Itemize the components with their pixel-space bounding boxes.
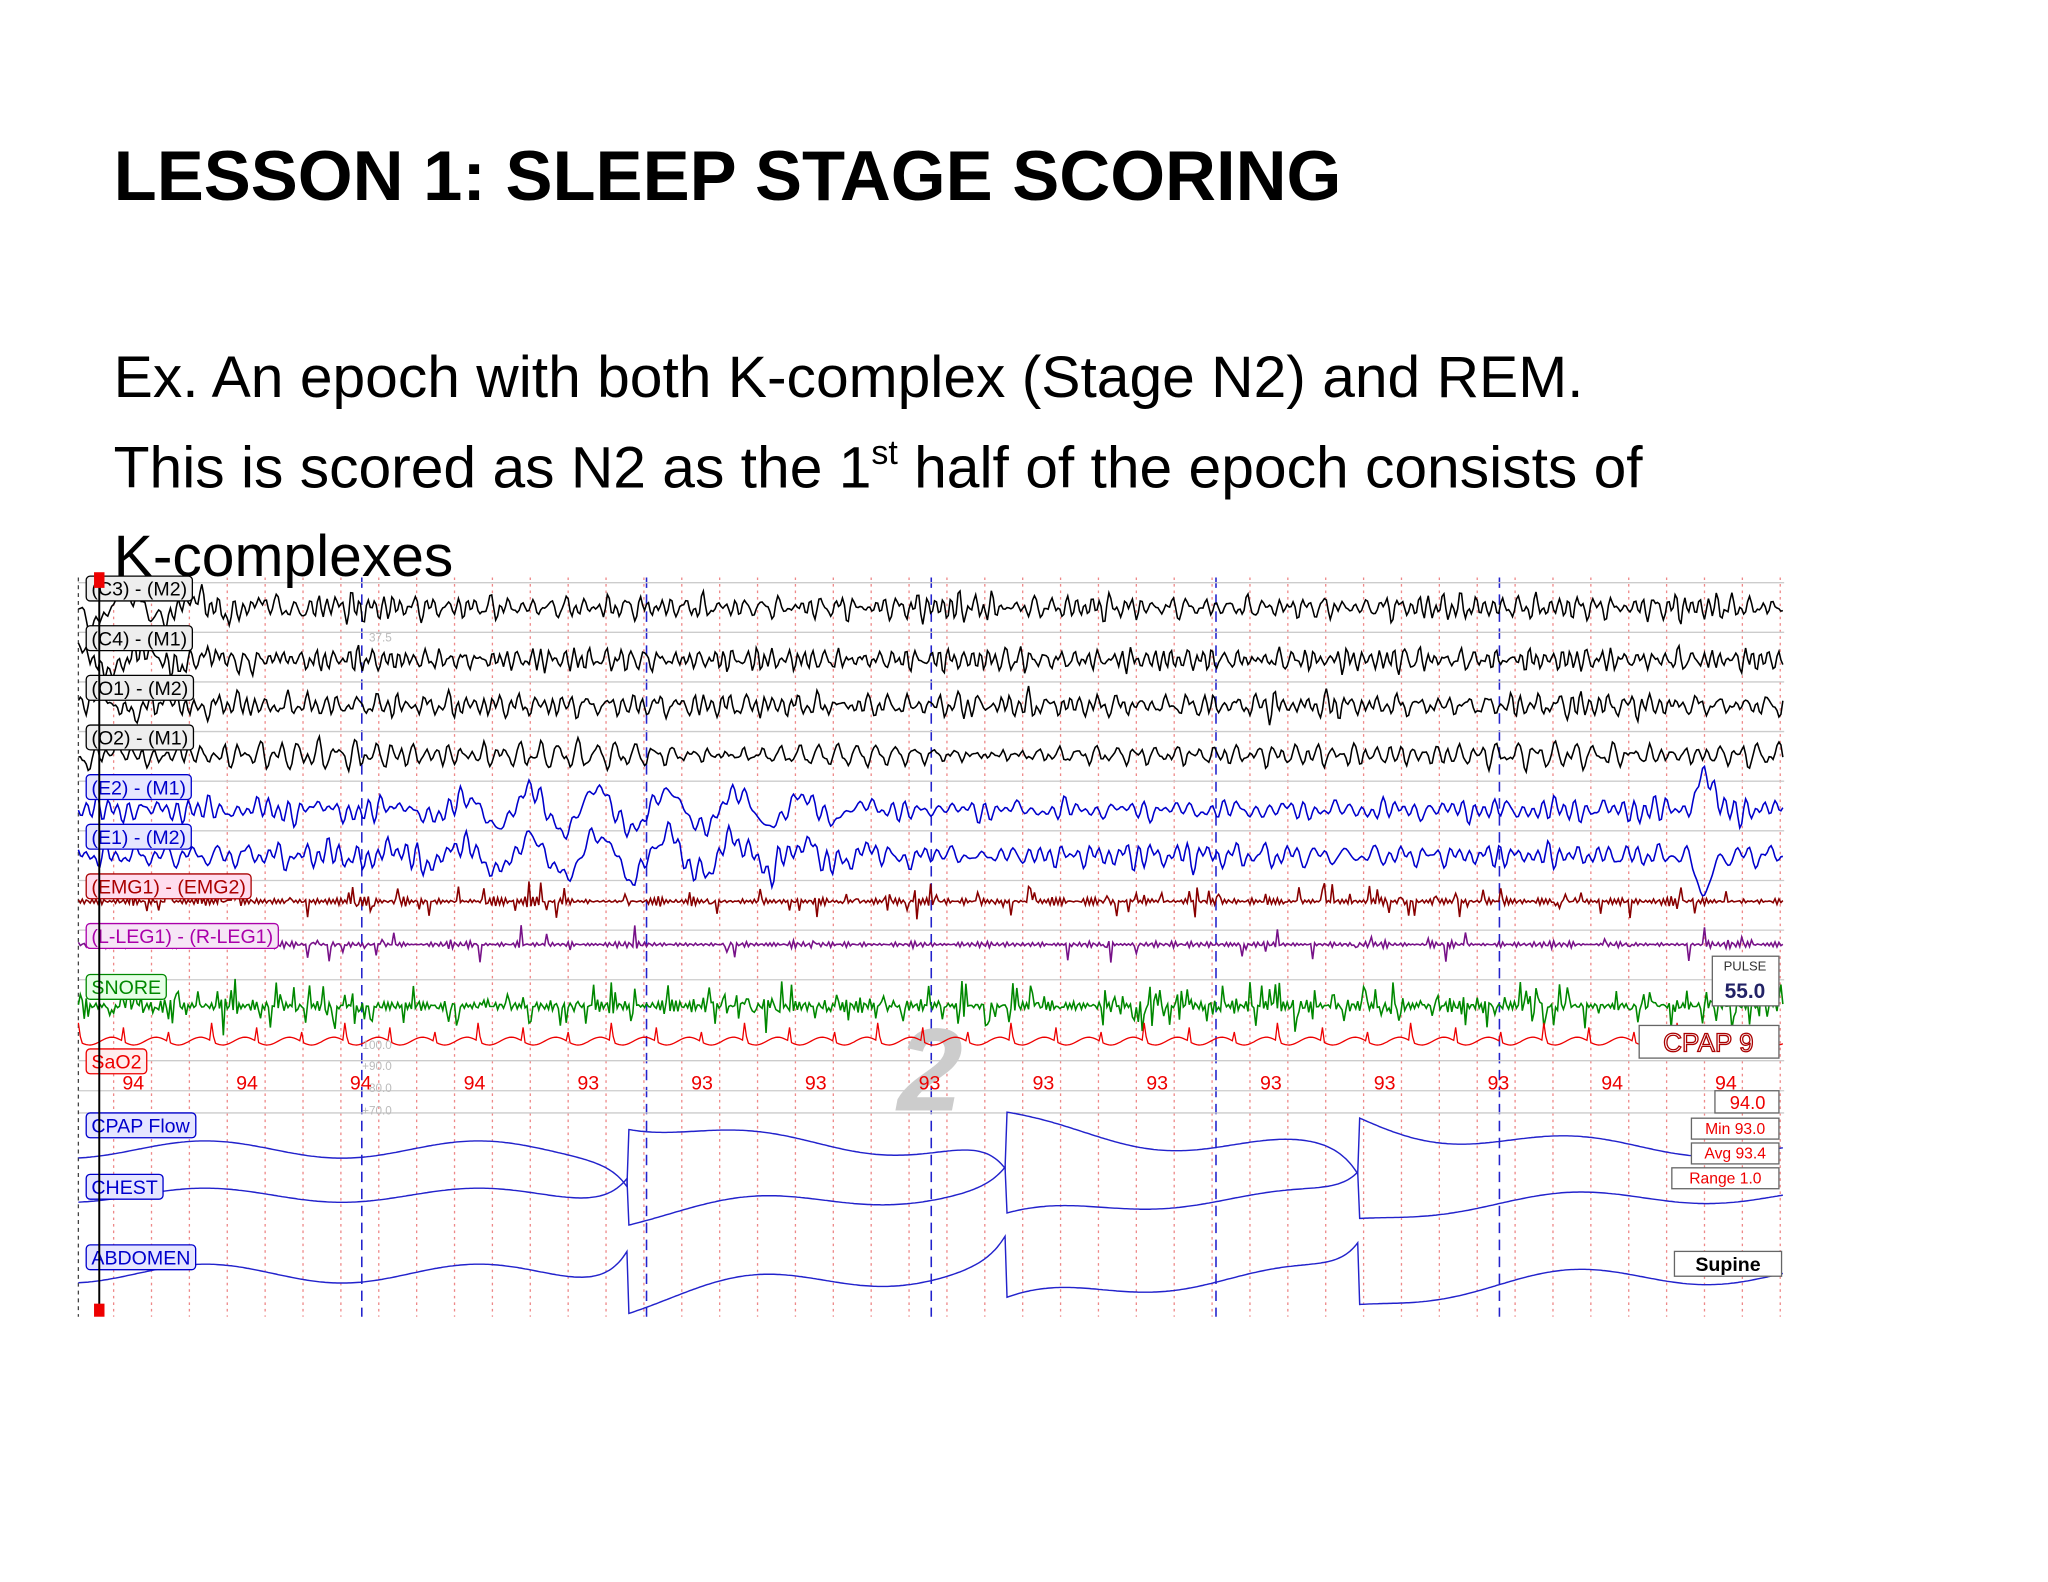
channel-label: SaO2	[91, 1052, 141, 1074]
channel-label-box	[85, 674, 195, 701]
channel-label: SNORE	[91, 977, 161, 999]
signal-trace	[77, 1022, 1784, 1046]
channel-label: ABDOMEN	[91, 1247, 190, 1269]
signal-trace	[77, 641, 1784, 681]
channel-label-box	[85, 724, 195, 751]
signal-trace	[77, 820, 1784, 897]
signal-trace	[77, 685, 1784, 726]
signal-trace	[78, 1233, 1783, 1315]
signal-trace	[78, 1111, 1783, 1189]
cursor-handle	[94, 572, 105, 588]
channel-label-box	[85, 1244, 197, 1271]
sao2-stat-box	[1690, 1117, 1780, 1140]
sao2-stat-box	[1671, 1167, 1780, 1190]
channel-label: (O1) - (M2)	[91, 678, 188, 700]
channel-label: (C4) - (M1)	[91, 628, 187, 650]
text: half of the epoch consists of	[898, 435, 1643, 500]
signal-trace	[78, 733, 1784, 775]
channel-label: (EMG1) - (EMG2)	[91, 877, 245, 899]
channel-label: CHEST	[91, 1177, 157, 1199]
title: LESSON 1: SLEEP STAGE SCORING	[114, 136, 1342, 215]
body-line: This is scored as N2 as the 1st half of …	[114, 434, 1644, 501]
body-line: Ex. An epoch with both K-complex (Stage …	[114, 345, 1584, 410]
channel-label: (E1) - (M2)	[91, 827, 186, 849]
signal-trace	[77, 881, 1784, 920]
channel-label: (E2) - (M1)	[91, 777, 186, 799]
sao2-value: 94	[1715, 1072, 1737, 1094]
scale-label: 37.5	[369, 631, 392, 644]
cpap-box	[1638, 1024, 1780, 1059]
sao2-value: 93	[805, 1072, 827, 1094]
superscript: st	[871, 434, 898, 472]
channel-label-box	[85, 823, 192, 850]
pulse-label: PULSE	[1724, 959, 1767, 974]
sao2-value: 93	[1487, 1072, 1509, 1094]
sao2-value: 93	[1374, 1072, 1396, 1094]
channel-label-box	[85, 1112, 197, 1139]
signal-trace	[77, 764, 1784, 841]
sao2-stat-box	[1690, 1142, 1780, 1165]
sao2-value: 93	[1260, 1072, 1282, 1094]
channel-label: (C3) - (M2)	[91, 579, 187, 601]
sao2-current: 94.0	[1730, 1092, 1766, 1113]
channel-label: CPAP Flow	[91, 1116, 190, 1138]
scale-label: 100.0	[362, 1039, 392, 1052]
body-position: Supine	[1695, 1254, 1760, 1276]
sao2-stat: Min 93.0	[1705, 1121, 1765, 1138]
sao2-current-box	[1714, 1090, 1780, 1114]
sao2-value: 93	[691, 1072, 713, 1094]
position-box	[1673, 1250, 1783, 1277]
scale-label: +90.0	[362, 1060, 392, 1073]
signal-trace	[78, 1165, 1783, 1226]
sao2-value: 94	[122, 1072, 144, 1094]
channel-label: (L-LEG1) - (R-LEG1)	[91, 926, 273, 948]
channel-label: (O2) - (M1)	[91, 728, 188, 750]
signal-trace	[77, 978, 1784, 1036]
pulse-box	[1711, 955, 1780, 1007]
sao2-value: 93	[1032, 1072, 1054, 1094]
text: This is scored as N2 as the 1	[114, 435, 872, 500]
cursor-handle	[94, 1303, 105, 1317]
stage-number: 2	[895, 1004, 962, 1135]
signal-trace	[77, 925, 1784, 963]
sao2-value: 93	[919, 1072, 941, 1094]
sao2-value: 94	[236, 1072, 258, 1094]
channel-label-box	[85, 1048, 148, 1075]
sao2-value: 94	[1601, 1072, 1623, 1094]
sao2-stat: Range 1.0	[1689, 1170, 1762, 1187]
channel-label-box	[85, 973, 167, 1000]
cpap-setting: CPAP 9	[1663, 1028, 1753, 1058]
signal-trace	[78, 584, 1784, 635]
sao2-value: 93	[1146, 1072, 1168, 1094]
sao2-value: 93	[577, 1072, 599, 1094]
channel-label-box	[85, 774, 192, 801]
sao2-stat: Avg 93.4	[1704, 1146, 1766, 1163]
channel-label-box	[85, 922, 279, 950]
scale-label: 80.0	[369, 1082, 392, 1095]
psg-recording: 2 (C3) - (M2) (C4) - (M1) (O1) - (M2) (O2) -…	[77, 572, 1785, 1317]
channel-label-box	[85, 1173, 164, 1200]
channel-label-box	[85, 625, 194, 652]
scale-label: +70.0	[362, 1104, 392, 1117]
sao2-value: 94	[350, 1072, 372, 1094]
channel-label-box	[85, 873, 252, 900]
pulse-value: 55.0	[1725, 980, 1766, 1003]
channel-label-box	[85, 575, 194, 602]
body-line: K-complexes	[114, 524, 454, 589]
sao2-value: 94	[464, 1072, 486, 1094]
